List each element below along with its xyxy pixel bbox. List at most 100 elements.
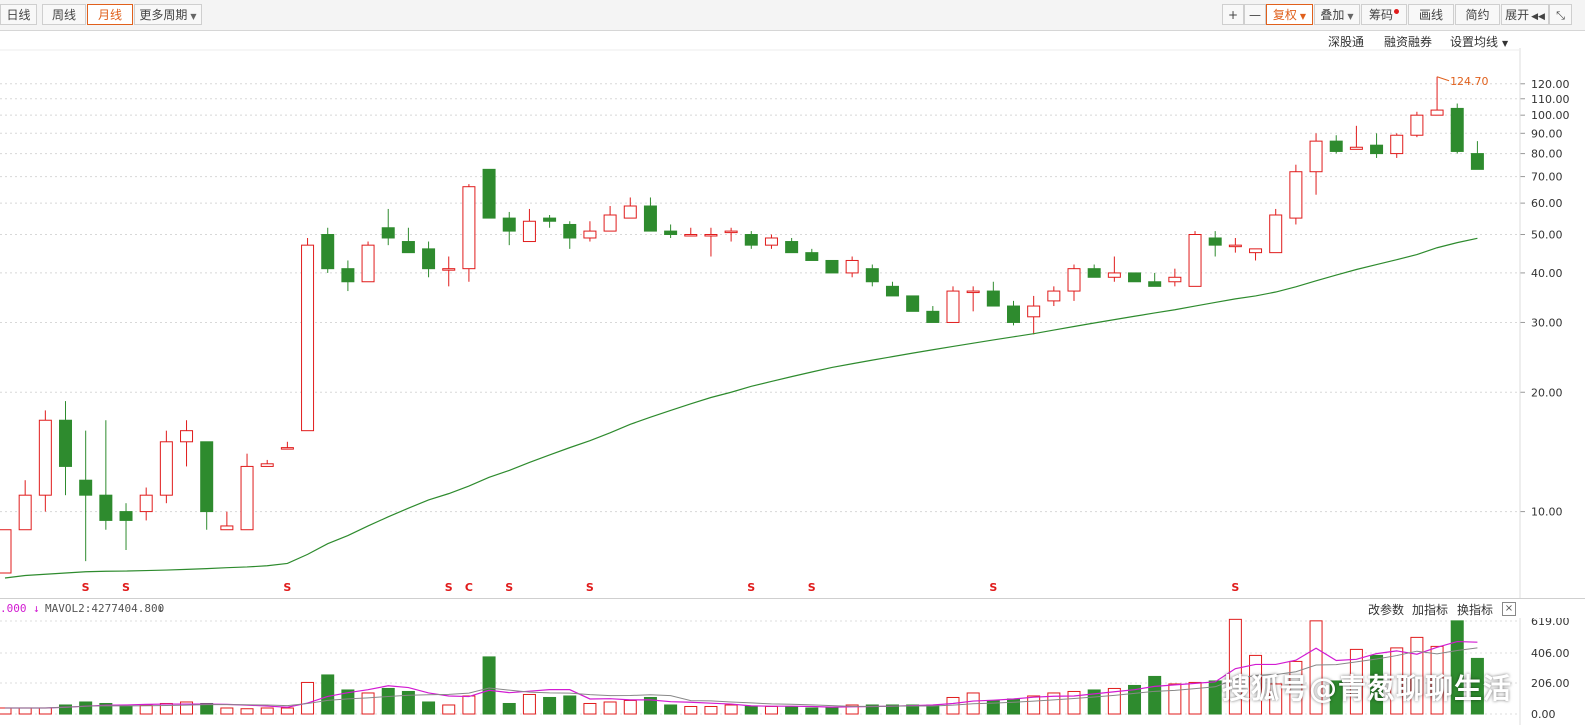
volume-bar bbox=[442, 704, 456, 715]
tab-weekly[interactable]: 周线 bbox=[42, 4, 86, 25]
volume-bar bbox=[38, 707, 52, 715]
more-periods-dropdown[interactable]: 更多周期 ▼ bbox=[134, 4, 202, 25]
candle-body bbox=[280, 447, 294, 450]
simple-mode-button[interactable]: 简约 bbox=[1455, 4, 1500, 25]
signal-marker[interactable]: S bbox=[444, 581, 453, 594]
candle-body bbox=[321, 234, 335, 270]
candle-body bbox=[664, 230, 678, 236]
volume-axis-label: 406.00 bbox=[1531, 647, 1570, 660]
candle-body bbox=[1470, 153, 1484, 170]
candlestick-chart[interactable]: 120.00 110.00 100.00 90.00 80.00 70.00 60.00 50… bbox=[0, 48, 1585, 598]
candle-body bbox=[422, 248, 436, 270]
volume-bar bbox=[139, 704, 153, 715]
fullscreen-icon[interactable]: ⤡ bbox=[1549, 4, 1572, 25]
chevron-down-icon: ▼ bbox=[1299, 12, 1307, 21]
tab-monthly[interactable]: 月线 bbox=[87, 4, 133, 25]
candle-body bbox=[482, 168, 496, 219]
ma-setting-dropdown[interactable]: 设置均线 ▼ bbox=[1450, 35, 1509, 49]
max-price-label: 124.70 bbox=[1450, 75, 1489, 88]
signal-marker[interactable]: S bbox=[989, 581, 998, 594]
fuquan-dropdown[interactable]: 复权 ▼ bbox=[1266, 4, 1313, 25]
candle-body bbox=[865, 268, 879, 283]
volume-chart[interactable]: 619.00 406.00 206.00 0.00 bbox=[0, 618, 1585, 725]
candle-body bbox=[401, 241, 415, 254]
change-indicator-button[interactable]: 换指标 bbox=[1457, 603, 1494, 617]
signal-marker[interactable]: S bbox=[283, 581, 292, 594]
price-axis-label: 50.00 bbox=[1531, 229, 1563, 242]
candle-body bbox=[583, 230, 597, 239]
signal-marker[interactable]: S bbox=[81, 581, 90, 594]
link-margin-trading[interactable]: 融资融券 bbox=[1384, 35, 1433, 49]
tab-daily[interactable]: 日线 bbox=[0, 4, 37, 25]
price-axis-label: 20.00 bbox=[1531, 386, 1563, 399]
down-arrow-icon: ↓ bbox=[33, 602, 40, 615]
candle-body bbox=[59, 419, 73, 467]
candle-body bbox=[1027, 305, 1041, 318]
candle-body bbox=[522, 220, 536, 243]
chips-button[interactable]: 筹码 bbox=[1361, 4, 1407, 25]
candle-body bbox=[1450, 107, 1464, 152]
volume-bar bbox=[59, 704, 73, 715]
candle-body bbox=[744, 234, 758, 246]
volume-bar bbox=[1269, 683, 1283, 715]
volume-bar bbox=[200, 702, 214, 715]
volume-bar bbox=[785, 705, 799, 715]
volume-bar bbox=[79, 701, 93, 715]
draw-line-button[interactable]: 画线 bbox=[1408, 4, 1454, 25]
volume-bar bbox=[1410, 636, 1424, 715]
candle-body bbox=[623, 205, 637, 219]
edit-params-button[interactable]: 改参数 bbox=[1368, 603, 1405, 617]
volume-bar bbox=[845, 704, 859, 715]
signal-marker[interactable]: S bbox=[807, 581, 816, 594]
candle-body bbox=[1128, 272, 1142, 283]
volume-bar bbox=[301, 681, 315, 715]
add-indicator-button[interactable]: 加指标 bbox=[1412, 603, 1449, 617]
price-axis-label: 10.00 bbox=[1531, 506, 1563, 519]
close-icon[interactable]: × bbox=[1502, 602, 1516, 616]
zoom-in-button[interactable]: + bbox=[1222, 4, 1244, 25]
volume-bar bbox=[1249, 654, 1263, 715]
signal-marker[interactable]: S bbox=[747, 581, 756, 594]
signal-marker[interactable]: S bbox=[1231, 581, 1240, 594]
double-left-arrow-icon: ◀◀ bbox=[1531, 12, 1545, 22]
candle-body bbox=[986, 290, 1000, 307]
volume-bar bbox=[1047, 692, 1061, 715]
price-axis-label: 80.00 bbox=[1531, 148, 1563, 161]
candle-body bbox=[0, 529, 12, 574]
expand-button[interactable]: 展开 ◀◀ bbox=[1501, 4, 1549, 25]
price-axis-label: 40.00 bbox=[1531, 267, 1563, 280]
volume-bar bbox=[1390, 647, 1404, 715]
candle-body bbox=[301, 244, 315, 432]
candle-body bbox=[1329, 140, 1343, 152]
candle-body bbox=[1047, 290, 1061, 302]
candle-body bbox=[785, 241, 799, 254]
candle-body bbox=[966, 290, 980, 294]
volume-bar bbox=[1168, 683, 1182, 715]
signal-marker[interactable]: S bbox=[505, 581, 514, 594]
signal-marker[interactable]: C bbox=[464, 581, 473, 594]
volume-bar bbox=[119, 705, 133, 715]
volume-bar bbox=[1087, 689, 1101, 715]
signal-marker[interactable]: S bbox=[122, 581, 130, 594]
volume-bar bbox=[240, 708, 254, 715]
overlay-dropdown[interactable]: 叠加 ▼ bbox=[1314, 4, 1360, 25]
link-szgt[interactable]: 深股通 bbox=[1328, 35, 1365, 49]
price-axis-label: 90.00 bbox=[1531, 127, 1563, 140]
volume-bar bbox=[321, 674, 335, 715]
candle-body bbox=[946, 290, 960, 323]
volume-bar bbox=[401, 690, 415, 715]
candle-body bbox=[1208, 237, 1222, 246]
signal-marker[interactable]: S bbox=[585, 581, 594, 594]
volume-bar bbox=[260, 707, 274, 715]
volume-bar bbox=[1128, 684, 1142, 715]
candle-body bbox=[1309, 140, 1323, 173]
candle-body bbox=[139, 494, 153, 513]
chevron-down-icon: ▼ bbox=[1502, 39, 1509, 48]
volume-bar bbox=[744, 705, 758, 715]
zoom-out-button[interactable]: — bbox=[1244, 4, 1266, 25]
candle-body bbox=[603, 214, 617, 232]
candle-body bbox=[119, 511, 133, 521]
volume-bar bbox=[1208, 680, 1222, 715]
candle-body bbox=[885, 285, 899, 297]
candle-body bbox=[1087, 268, 1101, 278]
